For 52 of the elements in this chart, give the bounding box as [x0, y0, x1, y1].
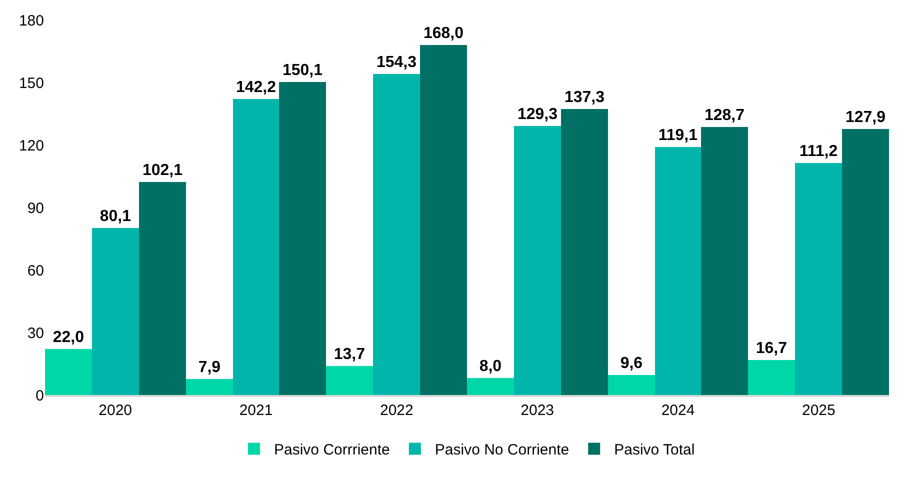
data-label: 137,3	[564, 89, 605, 106]
data-label: 9,6	[620, 355, 643, 372]
data-label: 16,7	[756, 340, 788, 357]
x-tick-label: 2025	[802, 402, 836, 419]
data-label: 13,7	[334, 346, 366, 363]
x-tick-label: 2024	[661, 402, 695, 419]
bar	[279, 82, 326, 395]
x-tick-label: 2022	[380, 402, 414, 419]
bar	[92, 228, 139, 395]
y-tick-label: 150	[18, 74, 44, 92]
x-tick-label: 2020	[98, 402, 132, 419]
bar	[608, 375, 655, 395]
bar	[842, 129, 889, 395]
data-label: 142,2	[236, 79, 276, 96]
data-label: 168,0	[423, 25, 464, 42]
bar	[233, 99, 279, 395]
bar	[701, 127, 748, 395]
data-label: 127,9	[845, 109, 886, 126]
y-tick-label: 30	[27, 324, 44, 342]
legend-label: Pasivo No Corriente	[434, 442, 570, 459]
data-label: 22,0	[52, 329, 84, 346]
bar	[326, 366, 373, 395]
bar	[795, 163, 842, 395]
bar	[45, 349, 92, 395]
bar	[561, 109, 608, 395]
bar	[467, 378, 514, 395]
y-tick-label: 180	[18, 12, 44, 30]
bar	[186, 379, 233, 395]
bar	[420, 45, 467, 395]
y-tick-label: 60	[27, 262, 44, 280]
data-label: 111,2	[799, 143, 838, 160]
bar	[139, 182, 186, 395]
data-label: 129,3	[517, 106, 558, 123]
bar	[514, 126, 561, 395]
y-tick-label: 90	[27, 200, 44, 217]
data-label: 7,9	[198, 359, 221, 376]
bar	[373, 74, 420, 395]
legend-label: Pasivo Total	[614, 442, 695, 459]
data-label: 80,1	[100, 208, 132, 225]
legend-label: Pasivo Corrriente	[274, 442, 390, 459]
data-label: 128,7	[704, 107, 745, 124]
data-label: 154,3	[376, 54, 417, 71]
bar	[748, 360, 795, 395]
x-tick-label: 2023	[520, 402, 554, 419]
x-tick-label: 2021	[239, 402, 273, 419]
data-label: 150,1	[282, 62, 323, 79]
data-label: 102,1	[142, 162, 183, 179]
data-label: 8,0	[479, 358, 502, 375]
bar	[655, 147, 701, 395]
y-tick-label: 120	[18, 137, 44, 154]
y-tick-label: 0	[36, 387, 44, 404]
data-label: 119,1	[658, 127, 698, 144]
